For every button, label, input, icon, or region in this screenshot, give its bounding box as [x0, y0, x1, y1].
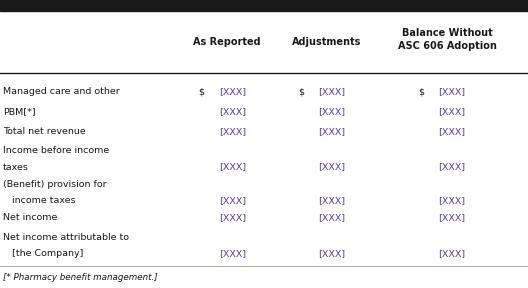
Text: [XXX]: [XXX] — [318, 107, 345, 116]
Text: [XXX]: [XXX] — [318, 87, 345, 96]
Text: Adjustments: Adjustments — [292, 37, 361, 47]
Text: [XXX]: [XXX] — [318, 213, 345, 222]
Text: As Reported: As Reported — [193, 37, 261, 47]
Text: [XXX]: [XXX] — [219, 213, 246, 222]
Text: [XXX]: [XXX] — [219, 163, 246, 172]
Text: [XXX]: [XXX] — [219, 249, 246, 258]
Text: [XXX]: [XXX] — [318, 127, 345, 136]
Text: [XXX]: [XXX] — [438, 127, 465, 136]
Text: (Benefit) provision for: (Benefit) provision for — [3, 180, 106, 189]
Text: $: $ — [198, 87, 204, 96]
Text: [* Pharmacy benefit management.]: [* Pharmacy benefit management.] — [3, 272, 157, 282]
Text: $: $ — [419, 87, 425, 96]
Text: Managed care and other: Managed care and other — [3, 87, 119, 96]
Text: [XXX]: [XXX] — [219, 196, 246, 205]
Text: [the Company]: [the Company] — [3, 249, 83, 258]
Text: [XXX]: [XXX] — [318, 163, 345, 172]
Text: $: $ — [298, 87, 304, 96]
Text: [XXX]: [XXX] — [438, 213, 465, 222]
Text: Income before income: Income before income — [3, 147, 109, 156]
Text: [XXX]: [XXX] — [438, 163, 465, 172]
Text: [XXX]: [XXX] — [438, 249, 465, 258]
Text: PBM[*]: PBM[*] — [3, 107, 35, 116]
Text: taxes: taxes — [3, 163, 29, 172]
Text: Net income attributable to: Net income attributable to — [3, 233, 129, 242]
Text: Net income: Net income — [3, 213, 57, 222]
Text: [XXX]: [XXX] — [438, 107, 465, 116]
Text: Total net revenue: Total net revenue — [3, 127, 86, 136]
Text: [XXX]: [XXX] — [318, 196, 345, 205]
Text: [XXX]: [XXX] — [438, 87, 465, 96]
Text: [XXX]: [XXX] — [438, 196, 465, 205]
Text: income taxes: income taxes — [3, 196, 76, 205]
Bar — [0, 0, 528, 11]
Text: [XXX]: [XXX] — [219, 107, 246, 116]
Text: [XXX]: [XXX] — [318, 249, 345, 258]
Text: [XXX]: [XXX] — [219, 127, 246, 136]
Text: [XXX]: [XXX] — [219, 87, 246, 96]
Text: Balance Without
ASC 606 Adoption: Balance Without ASC 606 Adoption — [398, 28, 496, 50]
